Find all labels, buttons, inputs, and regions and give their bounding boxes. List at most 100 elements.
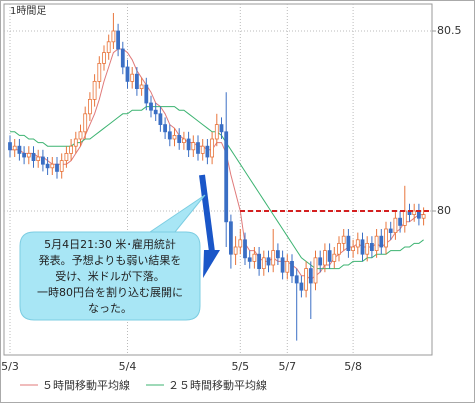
annotation-text: なった。 — [88, 302, 132, 315]
candle-body — [332, 253, 337, 262]
candle-body — [144, 84, 149, 104]
arrow-head — [203, 250, 220, 278]
candle-body — [59, 160, 64, 172]
x-tick-label: 5/5 — [231, 360, 249, 373]
y-tick-label: 80.5 — [437, 24, 462, 37]
candle-body — [31, 152, 36, 161]
candle-body — [294, 275, 299, 284]
candle-body — [224, 131, 229, 223]
candle-body — [12, 145, 17, 151]
candle-body — [92, 81, 97, 100]
candle-body — [266, 257, 271, 266]
candle-body — [64, 152, 69, 161]
candle-body — [17, 145, 22, 154]
candle-body — [285, 260, 290, 273]
annotation-text: 5月4日21:30 米･雇用統計 — [44, 237, 176, 251]
candle-body — [398, 217, 403, 226]
legend-label: ２５時間移動平均線 — [168, 378, 267, 392]
candle-body — [134, 73, 139, 89]
candle-body — [290, 260, 294, 277]
chart-title: 1時間足 — [10, 5, 46, 17]
candle-body — [412, 210, 417, 215]
candle-body — [257, 253, 262, 269]
candle-body — [308, 268, 313, 284]
candle-body — [402, 210, 407, 226]
candle-body — [55, 163, 59, 172]
candle-body — [280, 257, 285, 273]
candle-body — [111, 30, 116, 43]
candle-body — [22, 152, 27, 158]
candle-body — [228, 221, 233, 255]
candle-body — [158, 113, 163, 126]
candle-body — [299, 282, 304, 291]
candle-body — [393, 217, 398, 233]
candle-body — [191, 142, 196, 151]
candle-body — [149, 102, 153, 111]
callout — [19, 194, 206, 321]
candle-body — [304, 268, 309, 291]
candle-body — [177, 134, 182, 143]
x-tick-label: 5/7 — [278, 360, 296, 373]
legend-label: ５時間移動平均線 — [42, 378, 130, 392]
annotation-text: 受け、米ドルが下落。 — [55, 269, 164, 283]
candle-body — [351, 246, 356, 251]
candle-body — [341, 235, 346, 244]
candle-body — [346, 235, 351, 251]
candle-body — [73, 138, 78, 147]
candle-body — [384, 228, 388, 248]
candle-body — [83, 113, 88, 133]
y-tick-label: 80 — [437, 204, 451, 217]
candle-body — [365, 242, 370, 255]
candle-body — [337, 242, 341, 255]
annotation-text: 発表。予想よりも弱い結果を — [39, 253, 182, 267]
candle-body — [214, 124, 219, 140]
candle-body — [36, 156, 41, 161]
candle-body — [139, 84, 144, 89]
x-tick-label: 5/3 — [1, 360, 19, 373]
candle-body — [200, 145, 205, 154]
candle-body — [313, 257, 318, 284]
candle-body — [106, 41, 111, 53]
candle-body — [219, 124, 224, 133]
candle-body — [416, 210, 421, 219]
candle-body — [327, 250, 332, 262]
candle-body — [50, 163, 55, 169]
candle-body — [120, 48, 125, 68]
candle-body — [247, 257, 252, 262]
candle-body — [167, 131, 172, 140]
annotation-text: 一時80円台を割り込む展開に — [37, 285, 183, 299]
candle-body — [238, 239, 243, 248]
candle-body — [69, 145, 73, 154]
candle-body — [205, 145, 210, 158]
candle-body — [172, 134, 177, 140]
x-tick-label: 5/4 — [119, 360, 137, 373]
candle-body — [421, 214, 426, 219]
candle-body — [125, 66, 130, 82]
candle-body — [196, 142, 200, 154]
candle-body — [379, 235, 384, 248]
candle-body — [78, 131, 83, 140]
candle-body — [252, 253, 257, 262]
candle-body — [322, 250, 327, 266]
candle-body — [275, 250, 280, 259]
candle-body — [8, 142, 12, 151]
candle-body — [26, 152, 31, 158]
candle-body — [186, 138, 191, 151]
candle-body — [318, 257, 323, 266]
candle-body — [360, 239, 365, 255]
candle-body — [116, 30, 120, 50]
arrow — [199, 174, 215, 253]
candle-body — [261, 257, 266, 269]
candle-body — [233, 246, 238, 255]
x-tick-label: 5/8 — [344, 360, 362, 373]
candle-body — [210, 138, 215, 158]
candle-body — [243, 239, 247, 259]
candle-body — [102, 52, 106, 64]
candle-body — [271, 250, 276, 266]
candle-body — [369, 242, 374, 251]
candle-body — [355, 239, 360, 248]
candle-body — [88, 99, 92, 115]
candle-body — [45, 163, 50, 169]
candle-body — [41, 156, 45, 165]
